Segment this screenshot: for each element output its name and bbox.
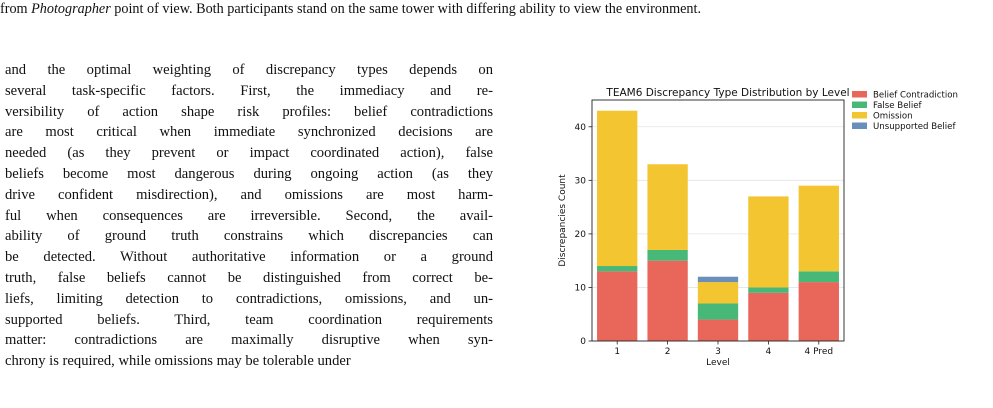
- bar-segment: [697, 276, 739, 283]
- bar-segment: [647, 164, 688, 250]
- legend-swatch: [852, 91, 867, 98]
- body-line: be detected. Without authoritative infor…: [5, 249, 493, 266]
- chart-figure: TEAM6 Discrepancy Type Distribution by L…: [540, 88, 993, 388]
- y-axis-label: Discrepancies Count: [558, 174, 568, 267]
- bar-segment: [697, 282, 739, 304]
- body-line: several task-specific factors. First, th…: [5, 82, 493, 99]
- bar-segment: [597, 271, 638, 341]
- legend-swatch: [852, 122, 867, 129]
- legend-label: Belief Contradiction: [873, 91, 958, 101]
- bar-segment: [748, 196, 789, 288]
- bar-segment: [798, 282, 839, 341]
- legend-label: Omission: [873, 112, 913, 122]
- bar-segment: [597, 110, 638, 267]
- body-line: liefs, limiting detection to contradicti…: [5, 290, 493, 307]
- body-line: needed (as they prevent or impact coordi…: [5, 145, 493, 162]
- bar-segment: [697, 319, 739, 341]
- bar-segment: [647, 260, 688, 341]
- chart-title: TEAM6 Discrepancy Type Distribution by L…: [605, 88, 849, 99]
- x-tick-label: 3: [715, 347, 721, 357]
- bar-segment: [748, 292, 789, 341]
- body-line: chrony is required, while omissions may …: [5, 353, 351, 370]
- body-line: are most critical when immediate synchro…: [5, 124, 493, 141]
- body-line: and the optimal weighting of discrepancy…: [5, 62, 493, 78]
- caption-prefix: from: [0, 1, 32, 17]
- y-tick-label: 40: [575, 123, 587, 133]
- y-tick-label: 30: [575, 177, 587, 187]
- body-line: supported beliefs. Third, team coordinat…: [5, 311, 493, 328]
- body-line: ability of ground truth constrains which…: [5, 228, 493, 245]
- bar-segment: [697, 303, 739, 320]
- legend-label: Unsupported Belief: [873, 122, 956, 132]
- figure-caption: from Photographer point of view. Both pa…: [0, 0, 993, 22]
- caption-emphasis: Photographer: [31, 1, 111, 17]
- x-tick-label: 2: [665, 347, 671, 357]
- body-line: versibility of action shape risk profile…: [5, 103, 493, 120]
- x-tick-label: 4 Pred: [804, 347, 833, 357]
- stacked-bar-chart: TEAM6 Discrepancy Type Distribution by L…: [558, 88, 958, 368]
- y-tick-label: 10: [575, 284, 587, 294]
- plot-frame: [591, 99, 845, 342]
- legend-swatch: [852, 112, 867, 119]
- x-axis-label: Level: [706, 358, 730, 368]
- caption-suffix: point of view. Both participants stand o…: [110, 1, 701, 17]
- body-line: beliefs become most dangerous during ong…: [5, 165, 493, 182]
- bar-segment: [597, 266, 638, 272]
- legend-swatch: [852, 101, 867, 108]
- bar-segment: [798, 271, 839, 283]
- body-line: truth, false beliefs cannot be distingui…: [5, 269, 493, 286]
- body-line: drive confident misdirection), and omiss…: [5, 186, 493, 203]
- body-line: ful when consequences are irreversible. …: [5, 207, 493, 224]
- bar-segment: [647, 249, 688, 261]
- bar-segment: [748, 287, 789, 293]
- y-tick-label: 0: [580, 337, 586, 347]
- legend-label: False Belief: [873, 101, 923, 111]
- bar-segment: [798, 185, 839, 272]
- x-tick-label: 1: [614, 347, 620, 357]
- y-tick-label: 20: [575, 230, 587, 240]
- body-paragraph: and the optimal weighting of discrepancy…: [5, 60, 493, 372]
- x-tick-label: 4: [766, 347, 772, 357]
- body-line: matter: contradictions are maximally dis…: [5, 332, 493, 349]
